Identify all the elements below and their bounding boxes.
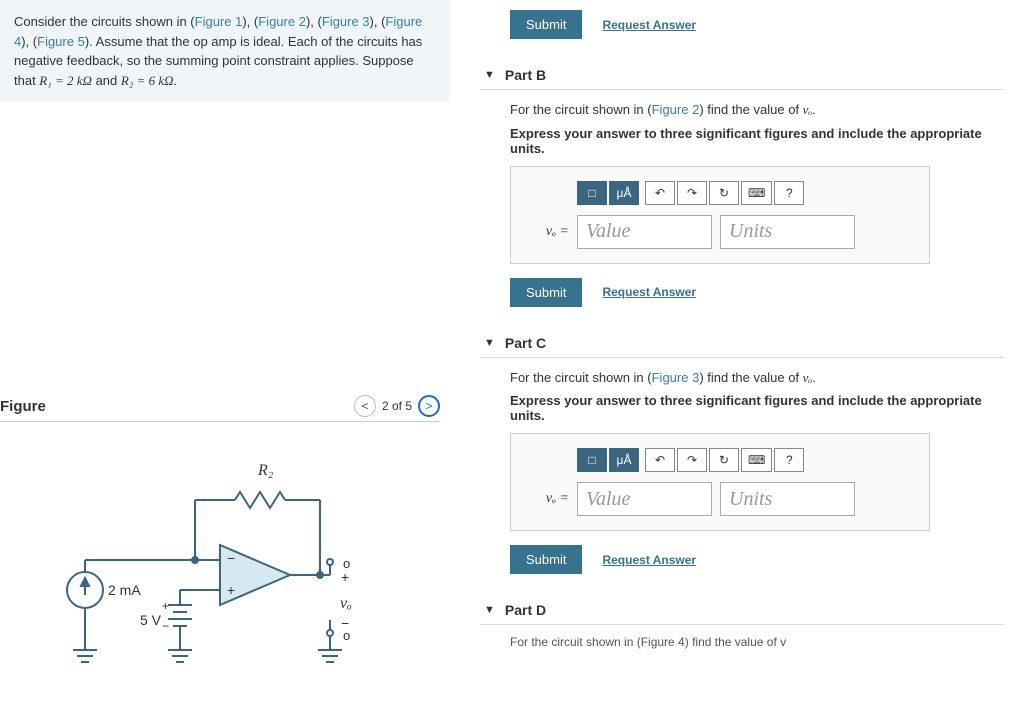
caret-down-icon: ▼ xyxy=(484,69,495,81)
svg-text:+: + xyxy=(227,582,235,598)
caret-down-icon: ▼ xyxy=(484,604,495,616)
svg-text:2 mA: 2 mA xyxy=(108,582,141,598)
part-b-title: Part B xyxy=(505,67,546,83)
svg-text:+: + xyxy=(162,599,169,613)
r1-value: R₁ = 2 kΩ xyxy=(39,73,92,88)
part-b-instruction: Express your answer to three significant… xyxy=(510,126,1004,156)
svg-text:−: − xyxy=(227,550,235,566)
templates-button[interactable]: □ xyxy=(577,181,607,205)
r2-value: R₂ = 6 kΩ xyxy=(121,73,174,88)
answer-label: vₒ = xyxy=(525,224,569,240)
svg-text:R₂: R₂ xyxy=(257,462,274,479)
units-input-b[interactable] xyxy=(720,215,855,249)
help-button[interactable]: ? xyxy=(774,181,804,205)
value-input-c[interactable] xyxy=(577,482,712,516)
pager-prev-button[interactable]: < xyxy=(354,395,376,417)
part-b-figure-link[interactable]: Figure 2 xyxy=(652,102,700,117)
figure-link-3[interactable]: Figure 3 xyxy=(322,14,370,29)
submit-button-a[interactable]: Submit xyxy=(510,10,582,39)
circuit-diagram: R₂ − + 2 mA 5 V + − o + vₒ − o xyxy=(30,450,380,683)
part-b-header[interactable]: ▼ Part B xyxy=(480,61,1004,90)
reset-button[interactable]: ↻ xyxy=(709,448,739,472)
part-b-answer-box: □ μÅ ↶ ↷ ↻ ⌨ ? vₒ = xyxy=(510,166,930,264)
templates-button[interactable]: □ xyxy=(577,448,607,472)
figure-pager: < 2 of 5 > xyxy=(354,395,440,417)
figure-title: Figure xyxy=(0,398,346,415)
part-d-header[interactable]: ▼ Part D xyxy=(480,596,1004,625)
redo-button[interactable]: ↷ xyxy=(677,448,707,472)
problem-statement: Consider the circuits shown in (Figure 1… xyxy=(0,0,450,102)
figure-panel-header: Figure < 2 of 5 > xyxy=(0,395,440,422)
reset-button[interactable]: ↻ xyxy=(709,181,739,205)
units-input-c[interactable] xyxy=(720,482,855,516)
request-answer-link-a[interactable]: Request Answer xyxy=(602,18,696,32)
part-d-text: For the circuit shown in (Figure 4) find… xyxy=(480,635,1004,649)
submit-button-c[interactable]: Submit xyxy=(510,545,582,574)
keyboard-button[interactable]: ⌨ xyxy=(741,448,772,472)
help-button[interactable]: ? xyxy=(774,448,804,472)
problem-text: Consider the circuits shown in ( xyxy=(14,14,195,29)
part-b-text: For the circuit shown in (Figure 2) find… xyxy=(510,100,1004,120)
submit-button-b[interactable]: Submit xyxy=(510,278,582,307)
part-d-title: Part D xyxy=(505,602,546,618)
part-c-figure-link[interactable]: Figure 3 xyxy=(652,370,700,385)
units-ua-button[interactable]: μÅ xyxy=(609,448,639,472)
part-c-header[interactable]: ▼ Part C xyxy=(480,329,1004,358)
svg-text:5 V: 5 V xyxy=(140,612,162,628)
figure-link-1[interactable]: Figure 1 xyxy=(195,14,243,29)
part-c-instruction: Express your answer to three significant… xyxy=(510,393,1004,423)
undo-button[interactable]: ↶ xyxy=(645,181,675,205)
figure-link-2[interactable]: Figure 2 xyxy=(258,14,306,29)
svg-text:vₒ: vₒ xyxy=(340,595,352,612)
answer-label: vₒ = xyxy=(525,491,569,507)
part-c-title: Part C xyxy=(505,335,546,351)
keyboard-button[interactable]: ⌨ xyxy=(741,181,772,205)
units-ua-button[interactable]: μÅ xyxy=(609,181,639,205)
value-input-b[interactable] xyxy=(577,215,712,249)
pager-next-button[interactable]: > xyxy=(418,395,440,417)
svg-text:o: o xyxy=(343,628,350,643)
part-c-text: For the circuit shown in (Figure 3) find… xyxy=(510,368,1004,388)
request-answer-link-b[interactable]: Request Answer xyxy=(602,285,696,299)
undo-button[interactable]: ↶ xyxy=(645,448,675,472)
svg-text:+: + xyxy=(341,569,349,585)
svg-text:−: − xyxy=(162,619,169,633)
redo-button[interactable]: ↷ xyxy=(677,181,707,205)
part-c-answer-box: □ μÅ ↶ ↷ ↻ ⌨ ? vₒ = xyxy=(510,433,930,531)
pager-text: 2 of 5 xyxy=(382,399,412,413)
figure-link-5[interactable]: Figure 5 xyxy=(37,34,85,49)
caret-down-icon: ▼ xyxy=(484,337,495,349)
request-answer-link-c[interactable]: Request Answer xyxy=(602,553,696,567)
